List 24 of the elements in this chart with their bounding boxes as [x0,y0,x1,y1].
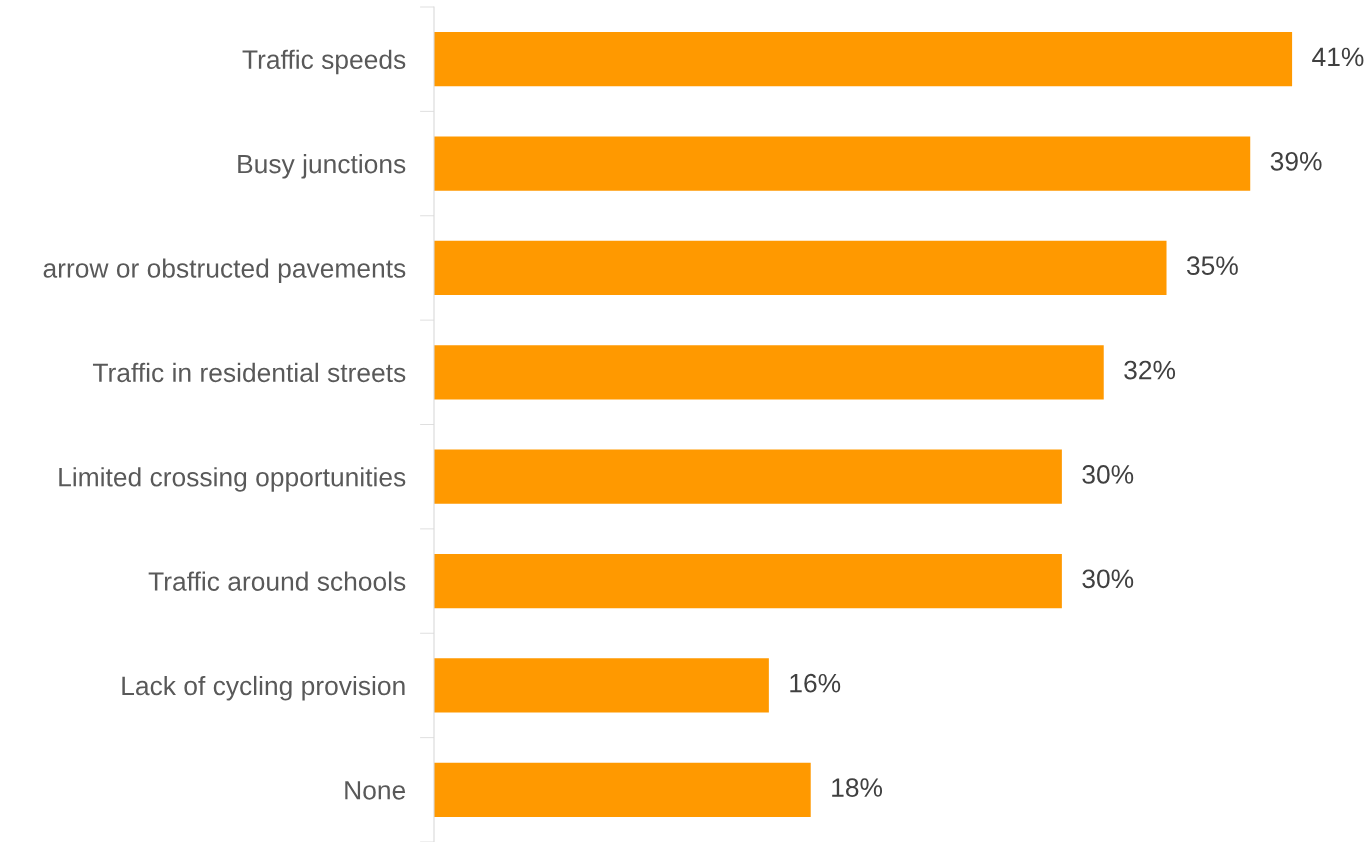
y-tick-label: Lack of cycling provision [122,675,405,701]
y-tick-label: Traffic speeds [242,49,406,75]
bar [434,240,1167,296]
data-label: 35% [1186,256,1238,276]
data-label: 18% [832,778,883,797]
y-tick-label: Traffic in residential streets [92,362,406,383]
data-label: 16% [790,673,841,693]
y-tick-label: Traffic around schools [148,571,406,591]
data-label: 39% [1270,151,1322,171]
bar [434,658,769,713]
bar [434,553,1062,609]
data-label: 30% [1082,569,1134,589]
y-tick-label: arrow or obstructed pavements [43,258,406,283]
y-tick-label: Limited crossing opportunities [59,467,406,492]
y-tick-label: Busy junctions [238,154,406,179]
data-label: 32% [1124,360,1176,380]
data-label: 30% [1082,465,1134,484]
bar [434,345,1104,400]
bar [434,762,811,817]
bar [434,136,1251,191]
y-tick-label: None [345,781,406,800]
bar [434,32,1293,87]
data-label: 41% [1312,47,1364,67]
bar [434,449,1062,504]
